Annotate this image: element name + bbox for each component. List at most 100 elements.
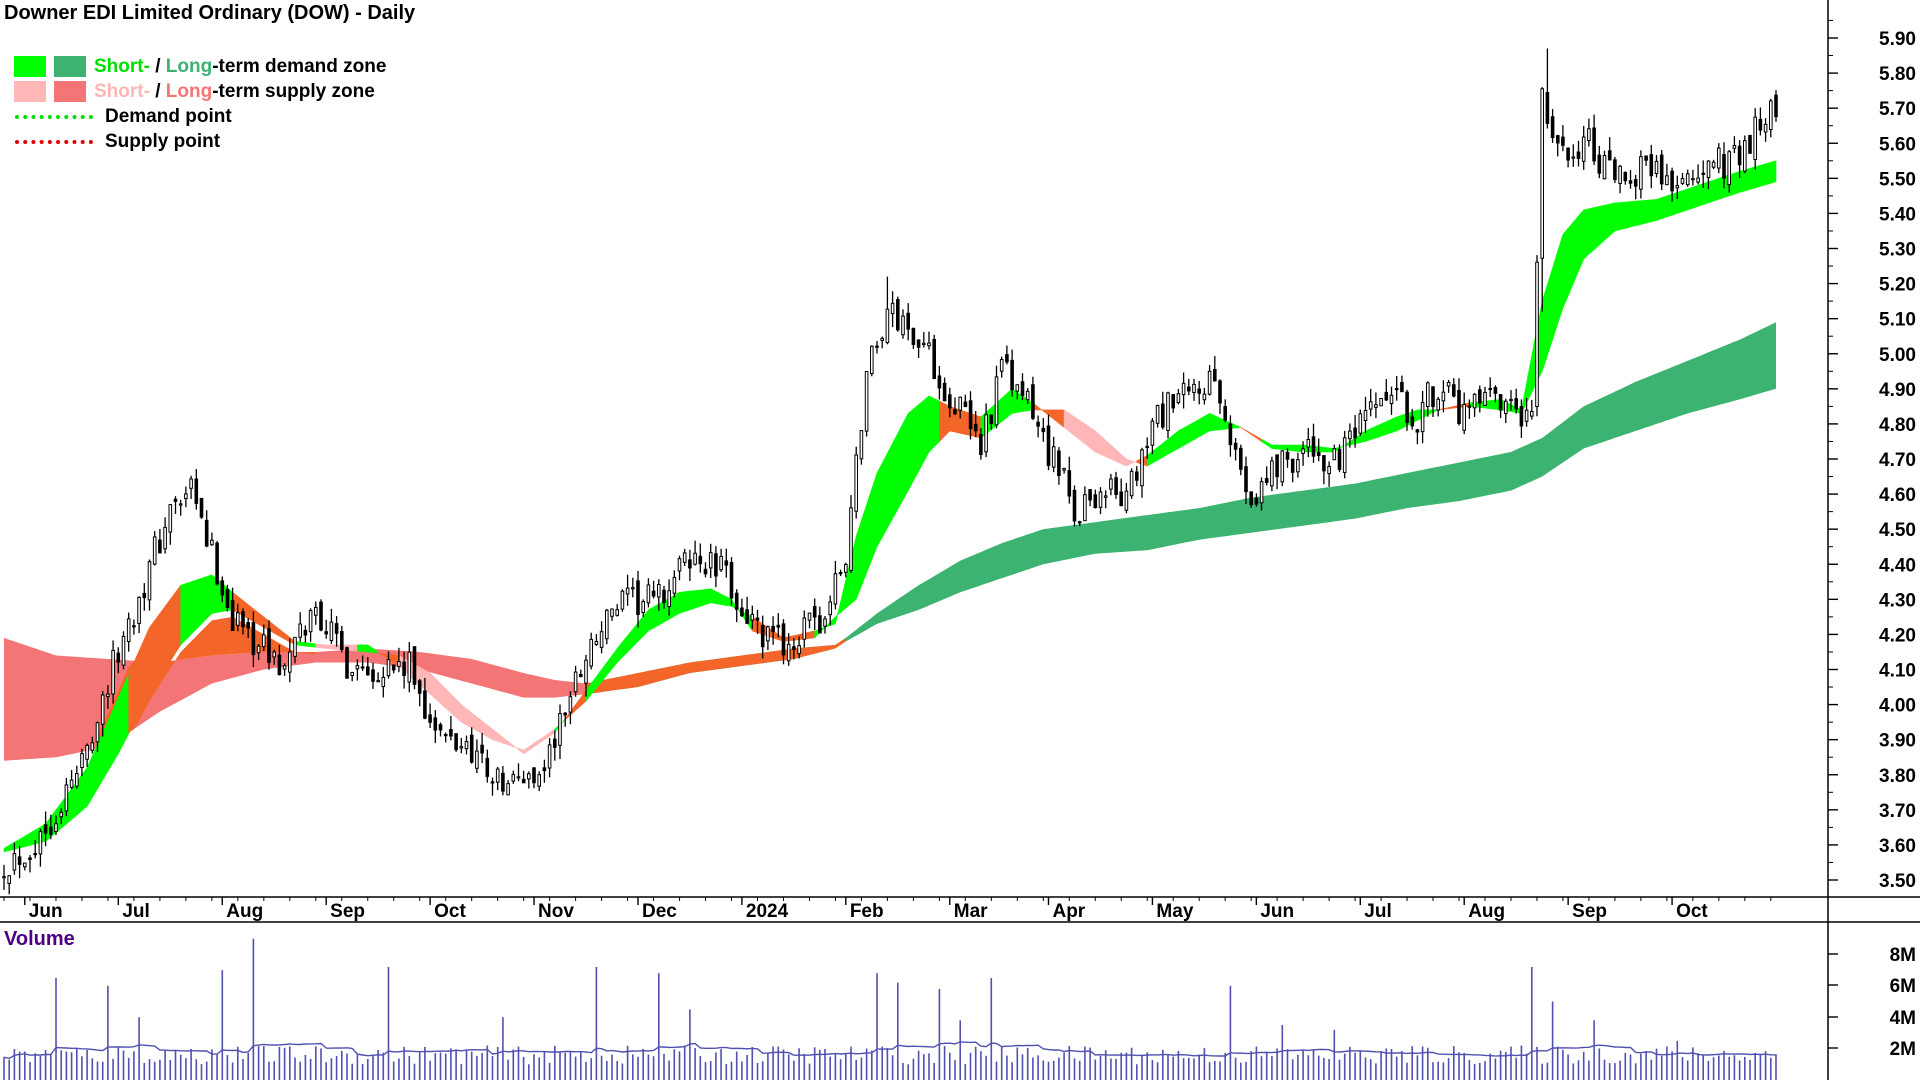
short-term-zone-segment [980, 388, 1034, 439]
candle-down [1452, 384, 1456, 397]
volume-tick-label: 6M [1890, 976, 1916, 997]
candle-up [1571, 156, 1576, 159]
candle-up [844, 563, 848, 573]
legend-supply-sep: / [149, 80, 166, 102]
candle-down [1254, 497, 1259, 505]
candle-up [1379, 398, 1383, 407]
price-tick-label: 5.90 [1879, 29, 1916, 50]
price-tick-label: 4.10 [1879, 661, 1916, 682]
candle-down [1478, 389, 1482, 404]
candle-up [667, 590, 672, 608]
time-tick-label: 2024 [746, 901, 789, 922]
candle-down [1135, 471, 1139, 481]
candle-up [1581, 136, 1586, 162]
candle-down [199, 497, 204, 518]
candle-up [573, 671, 578, 693]
price-tick-label: 4.90 [1879, 380, 1916, 401]
candle-up [1270, 460, 1274, 487]
candle-down [215, 542, 219, 585]
price-tick-label: 4.30 [1879, 590, 1916, 611]
candle-down [443, 734, 448, 737]
candle-up [163, 526, 167, 550]
candle-up [1524, 409, 1529, 422]
candle-up [682, 552, 687, 563]
candle-up [864, 371, 869, 432]
candle-down [277, 654, 282, 676]
candle-down [324, 631, 328, 635]
candle-down [979, 434, 983, 455]
candle-down [1161, 403, 1165, 428]
candle-down [366, 666, 370, 676]
price-tick-label: 5.00 [1879, 345, 1916, 366]
candle-down [1737, 145, 1742, 166]
candle-down [423, 690, 427, 719]
price-tick-label: 4.20 [1879, 625, 1916, 646]
volume-tick-label: 8M [1890, 945, 1916, 966]
long-demand-swatch [54, 56, 86, 77]
candle-up [605, 609, 609, 640]
candle-up [1685, 173, 1690, 186]
candle-up [80, 753, 84, 768]
candle-down [412, 646, 417, 686]
candle-up [1587, 128, 1591, 142]
candle-up [610, 608, 614, 617]
volume-tick-label: 4M [1890, 1008, 1916, 1029]
candle-down [948, 394, 952, 409]
candle-down [28, 857, 32, 860]
candle-down [916, 339, 921, 348]
candle-down [501, 772, 505, 792]
candle-up [495, 768, 500, 783]
candle-up [90, 742, 95, 751]
candle-up [870, 345, 874, 375]
price-tick-label: 3.70 [1879, 801, 1916, 822]
candle-up [1140, 449, 1144, 487]
candle-up [1181, 382, 1186, 396]
candle-down [1623, 172, 1628, 182]
candle-down [220, 580, 225, 596]
candle-up [69, 779, 74, 788]
price-tick-label: 4.50 [1879, 520, 1916, 541]
candle-down [469, 734, 474, 763]
candle-up [1769, 100, 1773, 131]
candle-up [1472, 393, 1477, 409]
candle-down [1400, 382, 1404, 393]
candle-down [745, 609, 749, 624]
candle-up [646, 584, 651, 604]
candle-up [901, 315, 905, 336]
candle-up [1446, 382, 1451, 387]
price-tick-label: 5.20 [1879, 275, 1916, 296]
price-tick-label: 5.60 [1879, 134, 1916, 155]
legend-supply-rest: -term supply zone [212, 80, 375, 102]
candle-down [303, 629, 308, 636]
candle-up [859, 430, 864, 460]
candle-down [1077, 521, 1082, 524]
candle-down [1592, 127, 1596, 162]
candle-up [59, 811, 64, 818]
legend-supply-zone: Short- / Long -term supply zone [14, 79, 386, 104]
candle-up [308, 610, 313, 633]
candle-up [1192, 383, 1196, 393]
candle-down [1431, 386, 1435, 408]
candle-up [506, 783, 510, 796]
candle-up [1083, 494, 1087, 522]
candle-up [1711, 161, 1716, 168]
candle-down [1644, 155, 1648, 161]
candle-down [521, 778, 526, 784]
candle-down [1519, 406, 1524, 427]
candle-down [812, 606, 817, 618]
candle-down [1036, 421, 1040, 427]
long-term-zone-transition [586, 637, 846, 695]
candle-up [1389, 394, 1394, 405]
candle-up [147, 561, 152, 601]
candle-down [1550, 116, 1555, 139]
candle-up [1098, 491, 1103, 508]
candle-down [1316, 452, 1321, 456]
candle-up [38, 831, 43, 855]
candle-down [1264, 478, 1269, 483]
candle-down [1114, 477, 1118, 495]
price-tick-label: 5.30 [1879, 240, 1916, 261]
candle-up [1348, 430, 1352, 440]
candle-up [386, 659, 391, 677]
